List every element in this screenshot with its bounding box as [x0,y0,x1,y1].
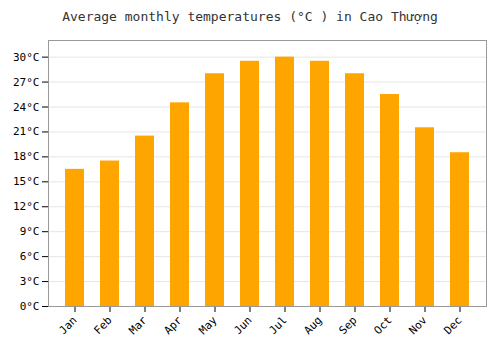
svg-text:21°C: 21°C [13,125,40,138]
svg-text:Dec: Dec [441,314,464,337]
svg-text:Jun: Jun [231,314,254,337]
svg-text:6°C: 6°C [20,250,40,263]
svg-text:9°C: 9°C [20,225,40,238]
svg-text:Sep: Sep [336,314,359,337]
svg-text:Feb: Feb [91,314,114,337]
svg-text:Jul: Jul [266,314,289,337]
svg-text:18°C: 18°C [13,150,40,163]
svg-text:3°C: 3°C [20,275,40,288]
svg-text:Aug: Aug [301,314,324,337]
svg-text:Oct: Oct [371,314,394,337]
svg-text:May: May [196,313,220,337]
svg-text:0°C: 0°C [20,300,40,313]
svg-text:24°C: 24°C [13,101,40,114]
svg-text:15°C: 15°C [13,175,40,188]
svg-text:Mar: Mar [126,313,150,337]
svg-text:Nov: Nov [406,313,430,337]
svg-text:27°C: 27°C [13,76,40,89]
svg-text:12°C: 12°C [13,200,40,213]
svg-text:30°C: 30°C [13,51,40,64]
svg-text:Apr: Apr [161,313,185,337]
svg-text:Jan: Jan [56,314,79,337]
html-text:Average monthly temperatures (: Average monthly temperatures (°C ) in Ca… [62,9,438,24]
